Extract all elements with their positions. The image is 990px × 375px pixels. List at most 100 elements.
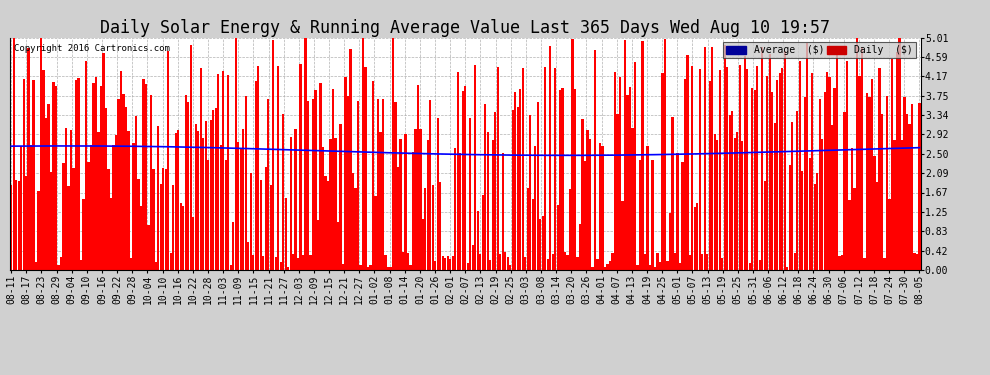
Bar	[40, 38, 43, 270]
Bar	[751, 88, 753, 270]
Bar	[791, 122, 793, 270]
Bar	[459, 153, 461, 270]
Bar	[362, 38, 364, 270]
Bar	[232, 222, 235, 270]
Bar	[82, 199, 84, 270]
Bar	[676, 153, 678, 270]
Bar	[561, 88, 563, 270]
Bar	[816, 172, 819, 270]
Bar	[419, 129, 422, 270]
Bar	[315, 90, 317, 270]
Bar	[781, 69, 783, 270]
Bar	[159, 184, 162, 270]
Bar	[92, 84, 95, 270]
Bar	[57, 265, 59, 270]
Bar	[15, 180, 17, 270]
Bar	[637, 265, 639, 270]
Bar	[95, 77, 97, 270]
Bar	[320, 83, 322, 270]
Bar	[661, 74, 663, 270]
Bar	[451, 256, 454, 270]
Bar	[75, 80, 77, 270]
Bar	[70, 130, 72, 270]
Bar	[479, 254, 481, 270]
Bar	[706, 254, 709, 270]
Bar	[544, 67, 546, 270]
Bar	[252, 255, 254, 270]
Bar	[648, 264, 651, 270]
Bar	[346, 96, 349, 270]
Bar	[794, 253, 796, 270]
Bar	[758, 261, 761, 270]
Bar	[297, 258, 299, 270]
Bar	[317, 220, 319, 270]
Bar	[133, 143, 135, 270]
Bar	[914, 253, 916, 270]
Bar	[10, 184, 12, 270]
Bar	[566, 255, 568, 270]
Bar	[349, 48, 351, 270]
Bar	[539, 219, 542, 270]
Bar	[916, 254, 918, 270]
Bar	[853, 188, 855, 270]
Bar	[45, 118, 48, 270]
Bar	[38, 191, 40, 270]
Bar	[67, 186, 69, 270]
Bar	[180, 202, 182, 270]
Bar	[863, 258, 865, 270]
Bar	[402, 252, 404, 270]
Bar	[612, 253, 614, 270]
Bar	[384, 255, 386, 270]
Bar	[240, 149, 242, 270]
Bar	[502, 153, 504, 270]
Bar	[422, 219, 424, 270]
Bar	[806, 44, 808, 270]
Bar	[632, 128, 634, 270]
Bar	[527, 188, 529, 270]
Bar	[512, 110, 514, 270]
Bar	[748, 264, 750, 270]
Bar	[489, 260, 491, 270]
Bar	[327, 181, 330, 270]
Bar	[272, 40, 274, 270]
Bar	[174, 133, 177, 270]
Bar	[771, 92, 773, 270]
Bar	[359, 265, 361, 270]
Text: Copyright 2016 Cartronics.com: Copyright 2016 Cartronics.com	[15, 45, 170, 54]
Bar	[182, 206, 184, 270]
Bar	[112, 145, 115, 270]
Bar	[60, 257, 62, 270]
Bar	[123, 94, 125, 270]
Bar	[33, 80, 35, 270]
Bar	[102, 53, 105, 270]
Bar	[257, 66, 259, 270]
Bar	[658, 262, 661, 270]
Bar	[534, 146, 537, 270]
Bar	[868, 97, 870, 270]
Legend: Average  ($), Daily  ($): Average ($), Daily ($)	[724, 42, 916, 58]
Bar	[269, 184, 272, 270]
Bar	[152, 169, 154, 270]
Bar	[686, 56, 688, 270]
Bar	[379, 132, 381, 270]
Bar	[162, 168, 164, 270]
Bar	[100, 87, 102, 270]
Bar	[87, 162, 90, 270]
Bar	[866, 93, 868, 270]
Bar	[289, 137, 292, 270]
Bar	[574, 89, 576, 270]
Bar	[778, 73, 781, 270]
Bar	[356, 101, 359, 270]
Bar	[287, 267, 289, 270]
Bar	[227, 75, 230, 270]
Bar	[105, 108, 107, 270]
Bar	[187, 102, 189, 270]
Bar	[484, 104, 486, 270]
Bar	[679, 262, 681, 270]
Bar	[684, 80, 686, 270]
Bar	[886, 96, 888, 270]
Bar	[839, 256, 841, 270]
Bar	[210, 120, 212, 270]
Bar	[217, 74, 220, 270]
Bar	[48, 104, 50, 270]
